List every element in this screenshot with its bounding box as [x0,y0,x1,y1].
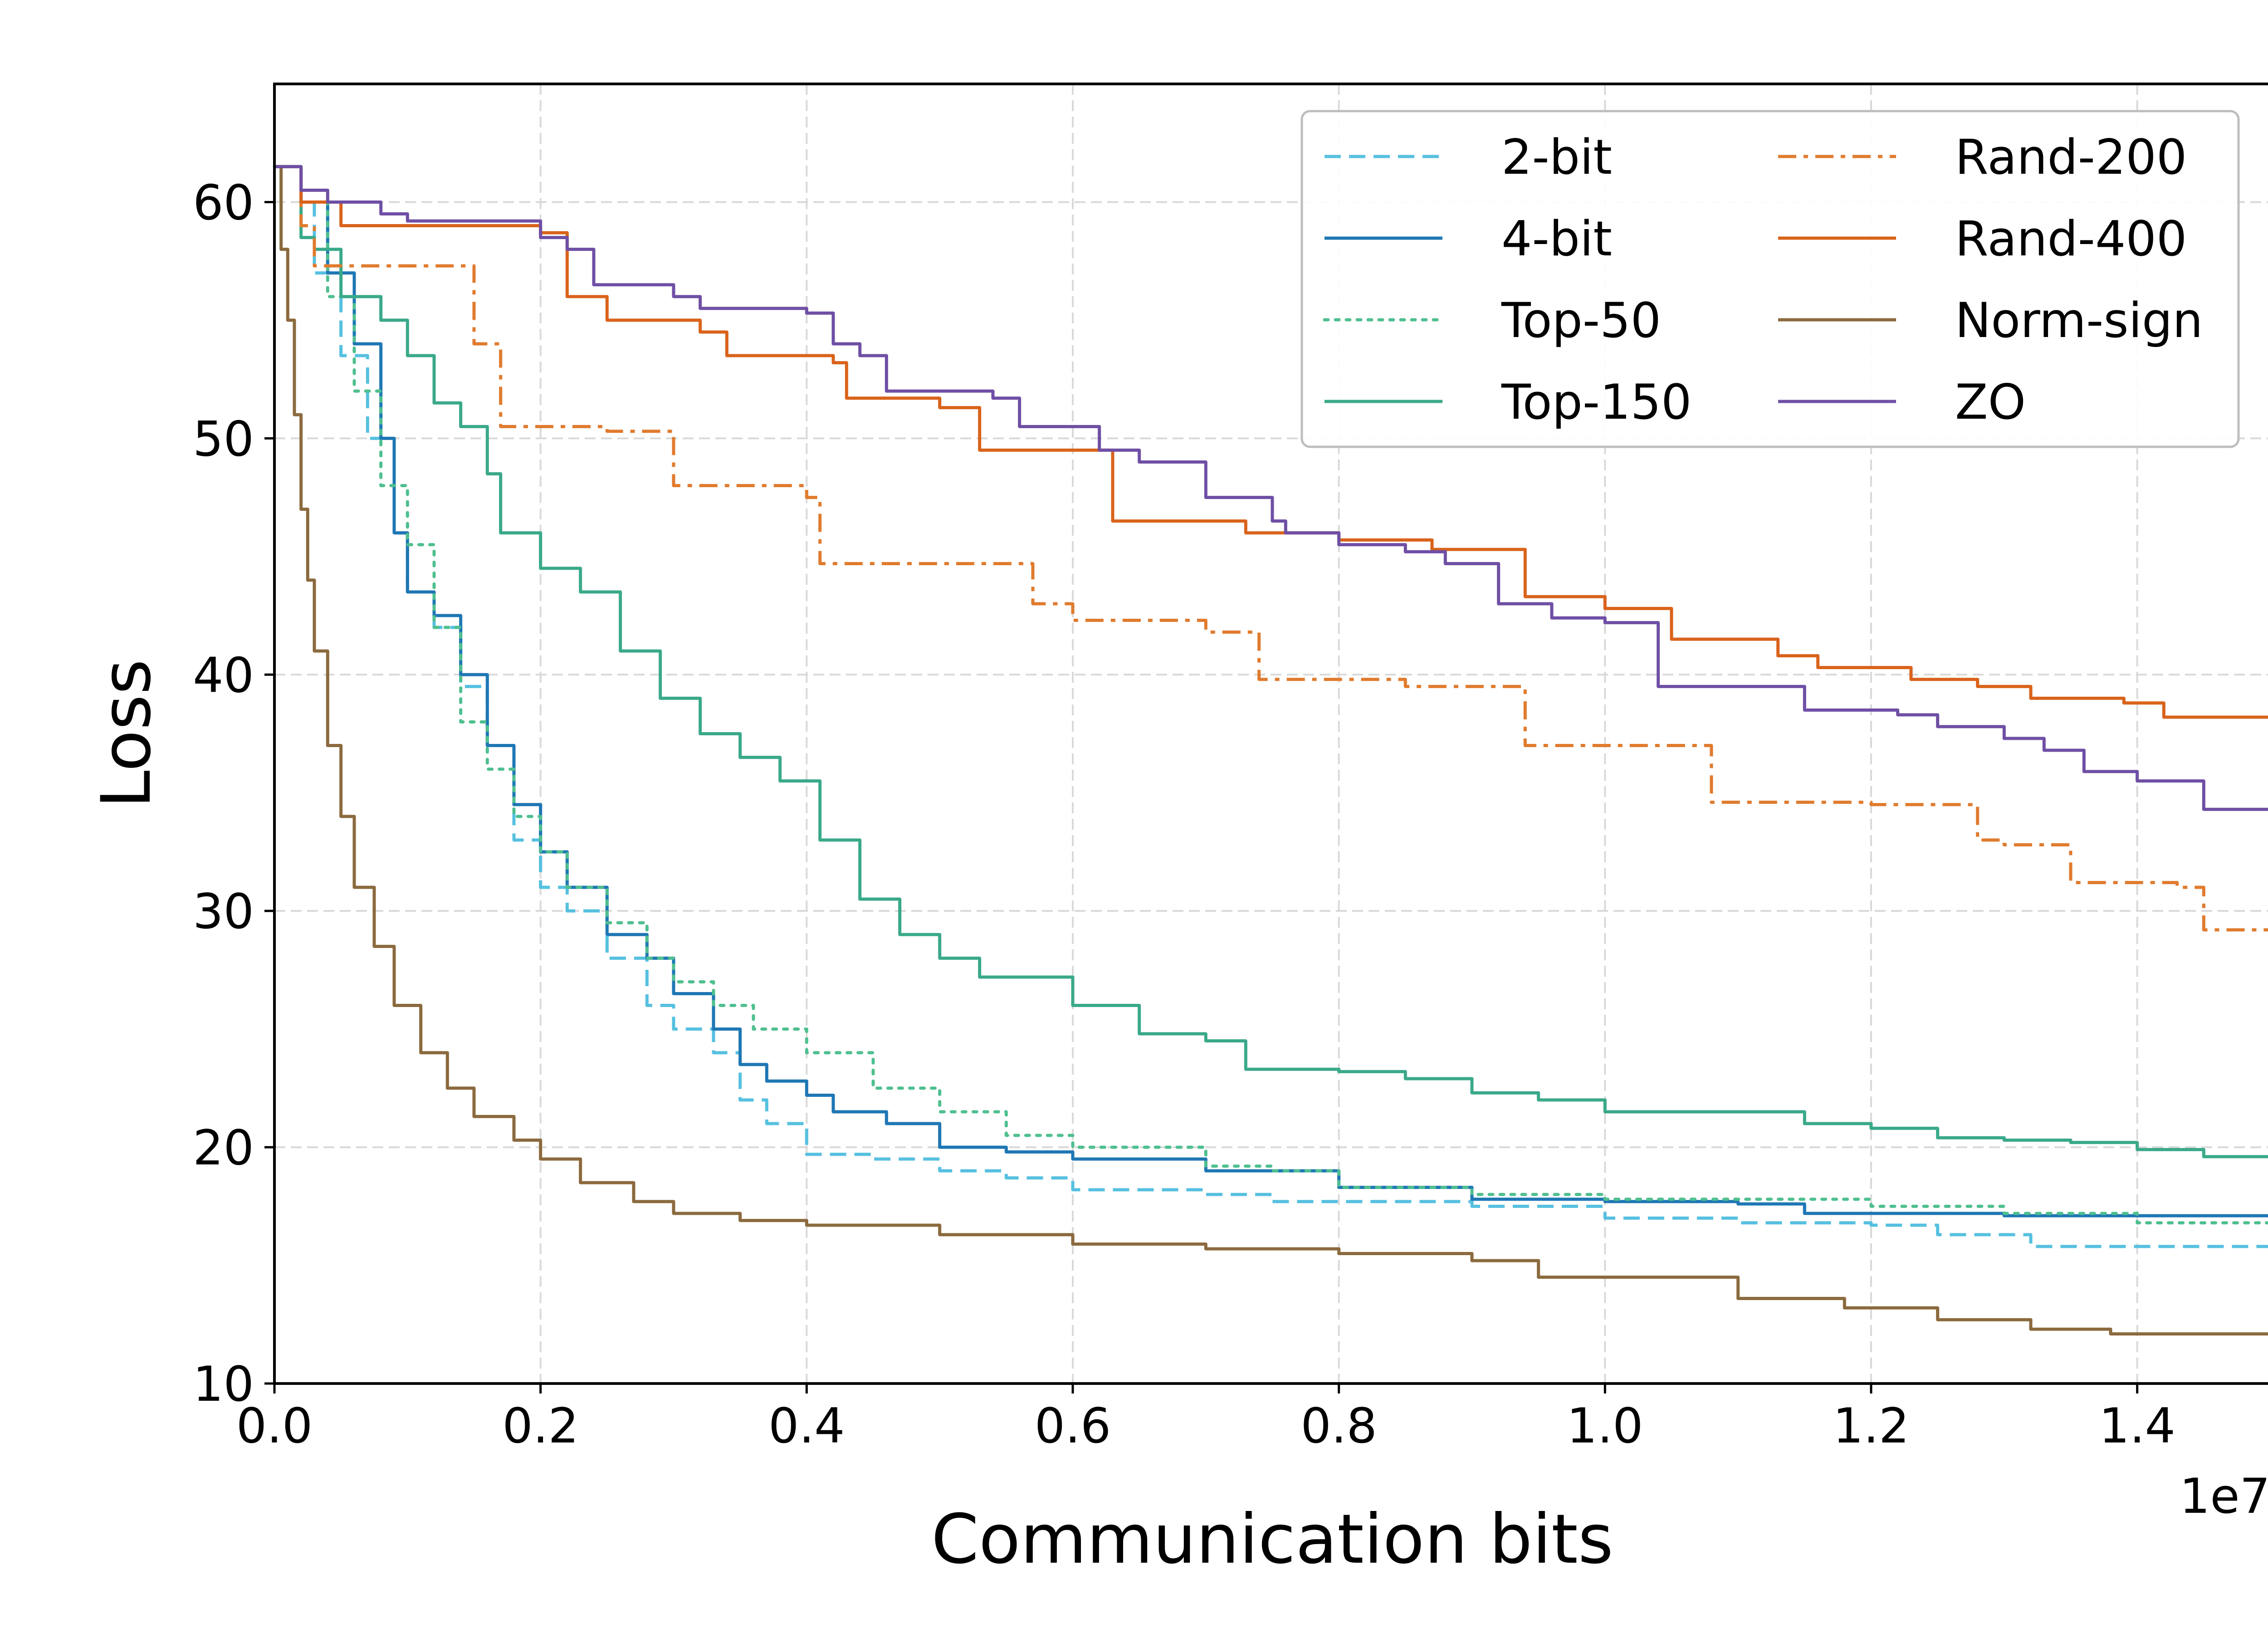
series-line-top-50 [273,165,2268,1225]
series-line-rand-400 [274,165,2268,719]
series-layer [273,165,2268,1336]
legend-box [1300,110,2240,448]
legend-label: Top-50 [1501,293,1661,348]
y-axis-label: Loss [87,659,166,808]
y-tick-label: 20 [193,1120,254,1176]
x-tick-label: 0.0 [236,1398,313,1454]
y-tick-label: 30 [193,884,254,939]
x-tick-label: 0.8 [1300,1398,1377,1454]
x-tick-label: 1.4 [2099,1398,2175,1454]
ticks: 0.0 0.2 0.4 0.6 0.8 1.0 1.2 1.4 10 20 30 40 50 60 [193,175,2175,1454]
series-line-top-150 [274,165,2268,1159]
legend-label: 2-bit [1501,129,1612,185]
x-tick-label: 0.6 [1035,1398,1111,1454]
y-tick-label: 50 [193,411,254,467]
y-tick-label: 60 [193,175,254,230]
series-line-zo [274,165,2268,811]
y-tick-label: 10 [193,1356,254,1412]
legend-label: Norm-sign [1955,293,2203,348]
y-tick-label: 40 [193,647,254,703]
x-tick-label: 0.2 [502,1398,579,1454]
legend-label: 4-bit [1501,211,1612,267]
x-tick-label: 1.2 [1833,1398,1910,1454]
x-tick-label: 1.0 [1567,1398,1643,1454]
legend-label: Rand-400 [1955,211,2187,267]
series-line-norm-sign [274,165,2268,1336]
series-line-rand-200 [274,165,2268,932]
x-tick-label: 0.4 [768,1398,845,1454]
legend-label: ZO [1955,374,2026,430]
legend-label: Rand-200 [1955,129,2187,185]
plot-frame [273,83,2268,1385]
x-axis-offset-label: 1e7 [2180,1468,2268,1524]
legend: 2-bit 4-bit Top-50 Top-150 Rand-200 Rand-400 N… [1300,110,2240,448]
legend-label: Top-150 [1501,374,1691,430]
x-axis-label: Communication bits [931,1500,1613,1579]
series-line-4-bit [274,165,2268,1217]
